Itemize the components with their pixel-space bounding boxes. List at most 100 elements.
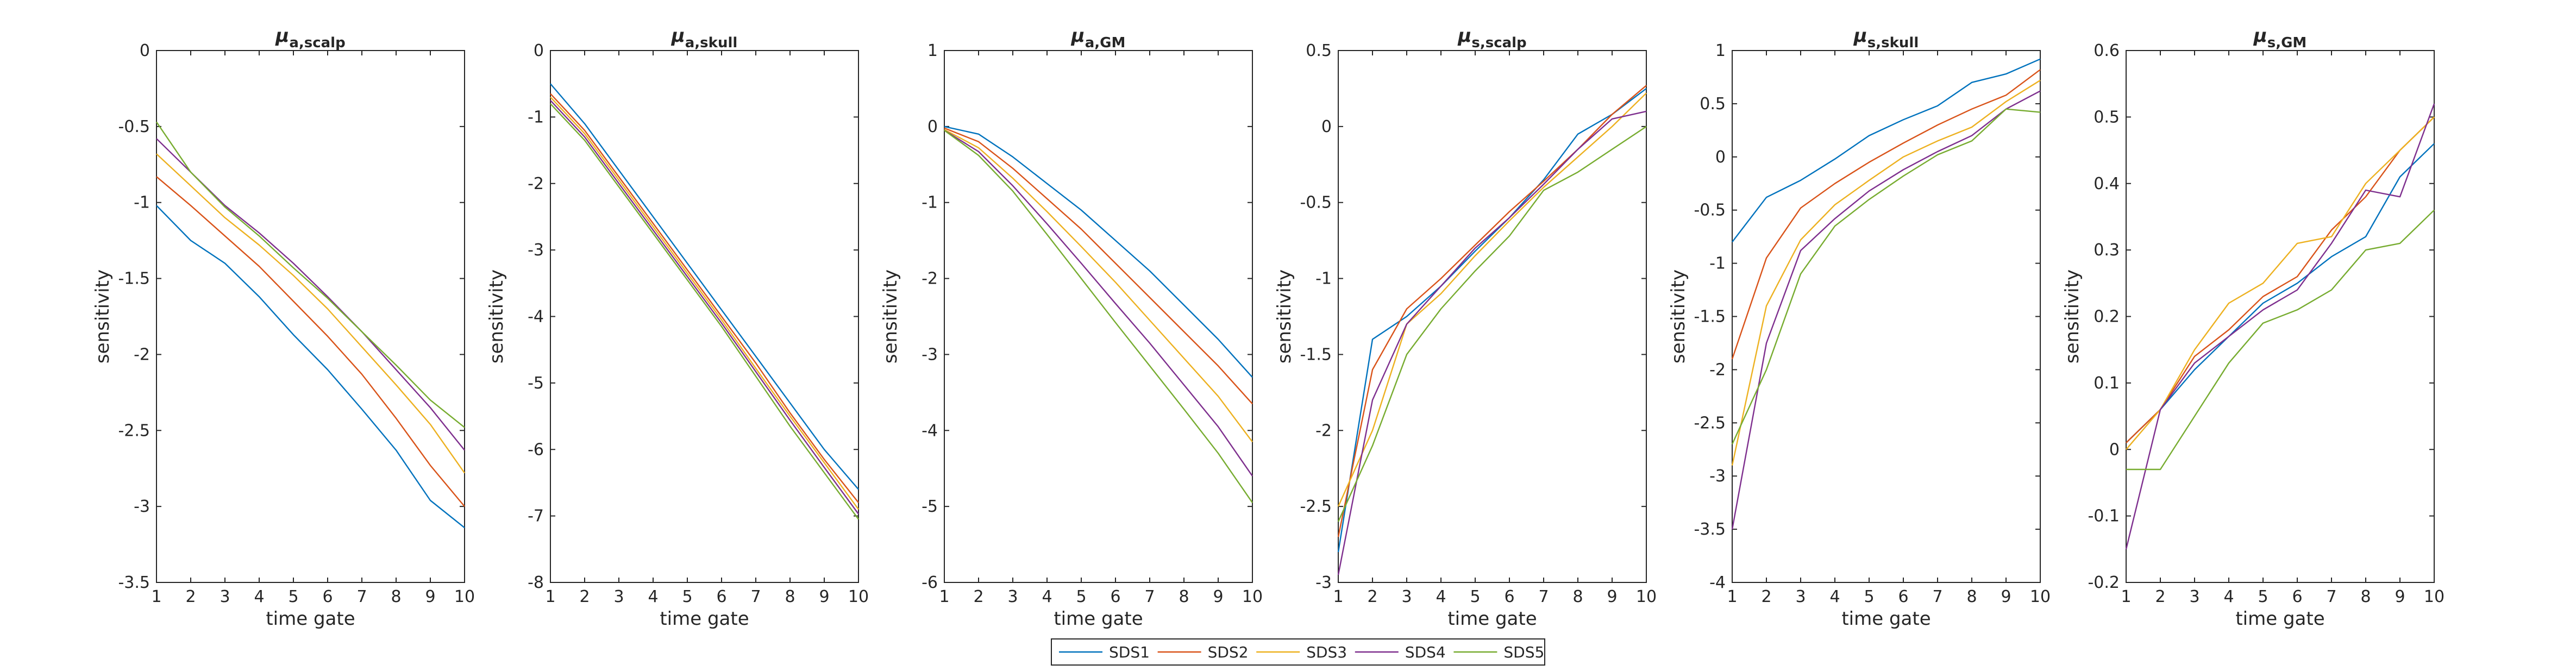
y-tick-label: -2: [922, 269, 938, 289]
y-tick-label: 0.5: [1306, 41, 1332, 60]
x-tick-label: 5: [2258, 587, 2268, 606]
x-tick-label: 8: [785, 587, 795, 606]
y-tick-label: 1: [927, 41, 938, 60]
x-tick-label: 2: [2155, 587, 2165, 606]
series-line-sds2: [944, 127, 1253, 405]
x-tick-label: 1: [939, 587, 949, 606]
y-tick-label: -0.5: [1300, 193, 1332, 212]
chart-title: μs,skull: [1853, 25, 1919, 51]
x-tick-label: 3: [613, 587, 624, 606]
series-line-sds3: [1731, 79, 2041, 466]
x-tick-label: 3: [2189, 587, 2199, 606]
chart-title-subscript: s,skull: [1867, 35, 1919, 51]
y-tick-label: 0.5: [2094, 108, 2120, 127]
x-tick-label: 2: [579, 587, 590, 606]
x-tick-label: 2: [185, 587, 196, 606]
chart-title-symbol: μ: [1853, 25, 1867, 47]
subplot-1: 1 2 3 4 5 6 7 8 9 10 -3.5 -3 -2.5 -2 -1.5 -1 -0.5 0 time g…: [92, 25, 475, 630]
chart-title-symbol: μ: [1457, 25, 1471, 47]
series-line-sds1: [1732, 58, 2041, 243]
series-line-sds2: [156, 176, 465, 507]
series-line-sds5: [1731, 108, 2041, 445]
chart-title-subscript: s,GM: [2267, 35, 2307, 51]
y-tick-label: -1: [922, 193, 938, 212]
series-line-sds3: [1337, 92, 1647, 507]
y-tick-label: 0: [534, 41, 544, 60]
x-tick-label: 6: [1110, 587, 1120, 606]
chart-title-subscript: a,GM: [1085, 35, 1126, 51]
y-tick-label: -1: [134, 193, 150, 212]
y-tick-label: -2: [1315, 421, 1332, 440]
y-tick-label: 0: [927, 117, 938, 136]
subplot-6: 1 2 3 4 5 6 7 8 9 10 -0.2 -0.1 0 0.1 0.2 0.3 0.4 0.5 0.6 ti…: [2061, 25, 2445, 630]
series-line-sds3: [2126, 116, 2435, 450]
legend: SDS1 SDS2 SDS3 SDS4 SDS5: [1051, 638, 1545, 666]
y-tick-label: -7: [528, 507, 544, 526]
y-axis-label: sensitivity: [1274, 269, 1295, 363]
x-axis-label: time gate: [1054, 608, 1143, 630]
series-line-sds3: [944, 129, 1253, 443]
legend-label-sds3: SDS3: [1306, 643, 1347, 661]
y-tick-label: -6: [528, 440, 544, 459]
legend-label-sds4: SDS4: [1405, 643, 1446, 661]
x-tick-label: 6: [322, 587, 333, 606]
subplot-3: 1 2 3 4 5 6 7 8 9 10 -6 -5 -4 -3 -2 -1 0 1 time gate sensit…: [880, 25, 1263, 630]
subplot-4: 1 2 3 4 5 6 7 8 9 10 -3 -2.5 -2 -1.5 -1 -0.5 0 0.5 time ga…: [1274, 25, 1657, 630]
y-tick-label: -2: [134, 345, 150, 364]
x-tick-label: 8: [1572, 587, 1583, 606]
y-axis-label: sensitivity: [486, 269, 507, 363]
chart-title-subscript: a,scalp: [289, 35, 345, 51]
x-tick-label: 5: [1076, 587, 1086, 606]
chart-title: μs,scalp: [1457, 25, 1526, 51]
series-line-sds2: [550, 93, 859, 503]
series-line-sds1: [156, 205, 465, 529]
x-tick-label: 7: [1932, 587, 1942, 606]
y-axis-label: sensitivity: [2061, 269, 2083, 363]
x-tick-label: 4: [1436, 587, 1446, 606]
y-tick-label: -0.1: [2088, 507, 2120, 526]
x-tick-label: 10: [2030, 587, 2051, 606]
x-tick-label: 1: [151, 587, 161, 606]
x-tick-label: 2: [973, 587, 983, 606]
series-line-sds1: [2126, 143, 2435, 443]
y-tick-label: -1.5: [118, 269, 150, 289]
x-tick-label: 6: [716, 587, 726, 606]
y-tick-label: -3: [528, 241, 544, 260]
series-line-sds1: [550, 83, 859, 490]
x-tick-label: 10: [1242, 587, 1263, 606]
y-tick-label: -5: [922, 497, 938, 516]
x-tick-label: 9: [1213, 587, 1223, 606]
x-axis-label: time gate: [2235, 608, 2324, 630]
x-tick-label: 9: [2395, 587, 2405, 606]
x-tick-label: 1: [1333, 587, 1343, 606]
chart-title: μa,scalp: [275, 25, 345, 51]
chart-title: μs,GM: [2253, 25, 2307, 51]
x-tick-label: 5: [682, 587, 692, 606]
x-tick-label: 1: [2121, 587, 2131, 606]
x-tick-label: 1: [1727, 587, 1737, 606]
y-tick-label: -4: [1709, 573, 1726, 592]
y-tick-label: -3: [134, 497, 150, 516]
legend-label-sds2: SDS2: [1208, 643, 1249, 661]
series-line-sds1: [1337, 87, 1647, 553]
x-axis-label: time gate: [1447, 608, 1537, 630]
series-line-sds4: [550, 99, 859, 515]
chart-title: μa,skull: [671, 25, 738, 51]
x-tick-label: 9: [425, 587, 435, 606]
chart-title: μa,GM: [1071, 25, 1126, 51]
x-tick-label: 10: [2424, 587, 2445, 606]
y-tick-label: -4: [528, 308, 544, 327]
y-tick-label: -0.5: [118, 117, 150, 136]
x-axis-label: time gate: [1841, 608, 1931, 630]
axes-box: [944, 50, 1253, 583]
y-tick-label: -5: [528, 374, 544, 393]
x-tick-label: 5: [288, 587, 298, 606]
x-axis-label: time gate: [266, 608, 355, 630]
y-tick-label: -2: [1709, 360, 1726, 379]
x-tick-label: 2: [1761, 587, 1771, 606]
x-tick-label: 10: [454, 587, 475, 606]
axes-box: [550, 50, 859, 583]
x-tick-label: 9: [819, 587, 829, 606]
chart-title-symbol: μ: [1071, 25, 1085, 47]
series-line-sds5: [944, 129, 1253, 503]
